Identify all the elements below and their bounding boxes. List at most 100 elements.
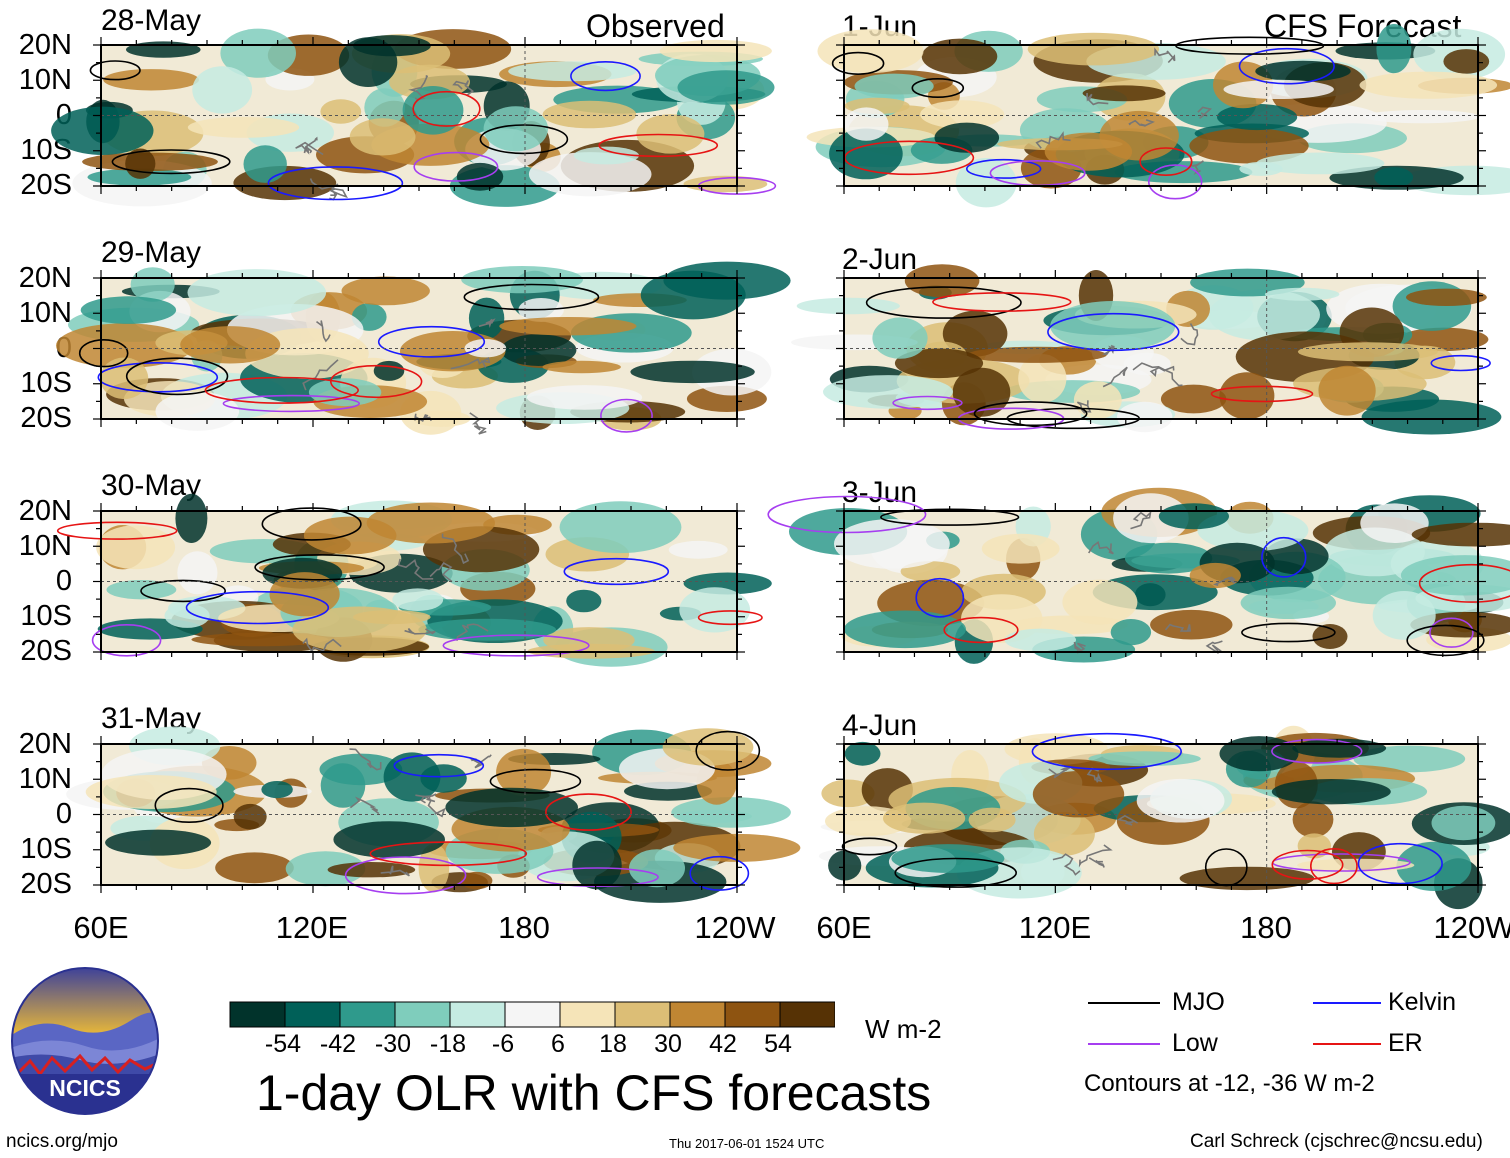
olr-anomaly-area [456, 162, 504, 191]
coastline [1086, 767, 1103, 783]
olr-anomaly-area [629, 849, 685, 888]
olr-anomaly-area [1318, 365, 1376, 416]
olr-anomaly-area [942, 310, 1008, 357]
wave-contour [536, 867, 659, 888]
olr-anomaly-area [1292, 801, 1334, 838]
colorbar-tick: 30 [654, 1030, 682, 1058]
coastline [1088, 857, 1105, 868]
coastline [441, 533, 470, 565]
lon-label-observed: 180 [498, 910, 550, 945]
footer-url[interactable]: ncics.org/mjo [6, 1131, 118, 1152]
olr-anomaly-area [1124, 542, 1213, 574]
wave-contour [377, 325, 486, 358]
wave-contour [489, 768, 582, 794]
olr-anomaly-area [663, 261, 791, 300]
lat-label: 10S [20, 367, 72, 399]
olr-anomaly-area [1265, 287, 1340, 301]
wave-contour [767, 495, 927, 534]
olr-anomaly-area [320, 763, 366, 808]
wave-contour [600, 398, 653, 433]
olr-anomaly-area [1117, 401, 1173, 433]
olr-anomaly-area [659, 39, 772, 63]
olr-anomaly-area [1110, 619, 1152, 646]
olr-anomaly-area [1396, 841, 1472, 891]
colorbar-tick: 42 [709, 1030, 737, 1058]
olr-anomaly-area [1033, 812, 1095, 856]
olr-anomaly-area [402, 86, 464, 135]
footer-credit: Carl Schreck (cjschrec@ncsu.edu) [1190, 1131, 1483, 1152]
wave-contour [1406, 624, 1485, 657]
olr-anomaly-area [883, 802, 966, 834]
olr-anomaly-area [1363, 110, 1480, 124]
wave-contour [831, 51, 885, 75]
olr-anomaly-area [1018, 354, 1067, 403]
olr-anomaly-area [215, 852, 294, 884]
wave-contour [1429, 617, 1474, 648]
coastline [469, 412, 487, 435]
wave-contour [695, 730, 761, 771]
olr-anomaly-area [1256, 152, 1385, 175]
coastline [349, 748, 382, 771]
olr-anomaly-area [834, 519, 950, 569]
colorbar-box [449, 1001, 506, 1028]
coastline [478, 318, 496, 329]
coastline [1180, 323, 1199, 346]
olr-anomaly-area [1376, 24, 1412, 74]
wave-contour [222, 394, 361, 413]
olr-anomaly-area [1027, 32, 1160, 66]
wave-contour [865, 286, 1022, 319]
olr-anomaly-area [349, 118, 416, 156]
olr-anomaly-area [1360, 503, 1429, 543]
wave-contour [344, 856, 467, 895]
olr-anomaly-area [180, 326, 281, 364]
olr-anomaly-area [921, 38, 998, 75]
wave-contour [973, 401, 1088, 427]
olr-anomaly-area [1431, 805, 1496, 841]
olr-anomaly-area [187, 117, 300, 138]
wave-contour [1238, 47, 1335, 85]
coastline [309, 178, 338, 201]
wave-contour [545, 793, 632, 831]
colorbar-units: W m-2 [865, 1014, 942, 1044]
olr-anomaly-area [677, 70, 775, 105]
coastline [1078, 844, 1113, 868]
olr-anomaly-area [1297, 342, 1438, 362]
olr-anomaly-area [103, 69, 199, 91]
olr-anomaly-area [418, 843, 450, 893]
colorbar-tick: -54 [264, 1030, 302, 1058]
olr-anomaly-area [683, 175, 768, 193]
olr-anomaly-area [1443, 49, 1490, 74]
colorbar-tick: 54 [764, 1030, 792, 1058]
wave-contour [267, 166, 404, 201]
olr-anomaly-area [364, 88, 406, 127]
wave-contour [91, 624, 162, 657]
colorbar-tick: -30 [374, 1030, 412, 1058]
olr-anomaly-area [187, 269, 327, 317]
lat-label: 20S [20, 169, 72, 201]
wave-contour [254, 553, 385, 581]
coastline [415, 793, 437, 804]
olr-anomaly-area [1240, 586, 1336, 619]
olr-anomaly-area [1219, 372, 1275, 420]
main-title: 1-day OLR with CFS forecasts [256, 1065, 932, 1121]
colorbar-box [339, 1001, 396, 1028]
wave-contour [78, 338, 129, 368]
olr-anomaly-area [1217, 103, 1298, 131]
legend-label-mjo: MJO [1172, 988, 1225, 1016]
wave-contour [1139, 147, 1193, 177]
coastline [404, 627, 436, 635]
coastline [1102, 366, 1128, 388]
coastline [452, 80, 475, 96]
legend-line-kelvin [1313, 1002, 1381, 1004]
legend-label-kelvin: Kelvin [1388, 988, 1457, 1016]
olr-anomaly-area [243, 145, 287, 183]
wave-contour [413, 151, 499, 182]
olr-anomaly-area [636, 114, 705, 154]
date-label-observed-3: 30-May [101, 469, 202, 502]
wave-contour [369, 841, 528, 867]
olr-anomaly-area [1113, 493, 1189, 544]
colorbar-box [229, 1001, 286, 1028]
wave-contour [261, 507, 362, 541]
wave-contour [841, 837, 898, 856]
map-panel-forecast-1 [806, 24, 1510, 208]
